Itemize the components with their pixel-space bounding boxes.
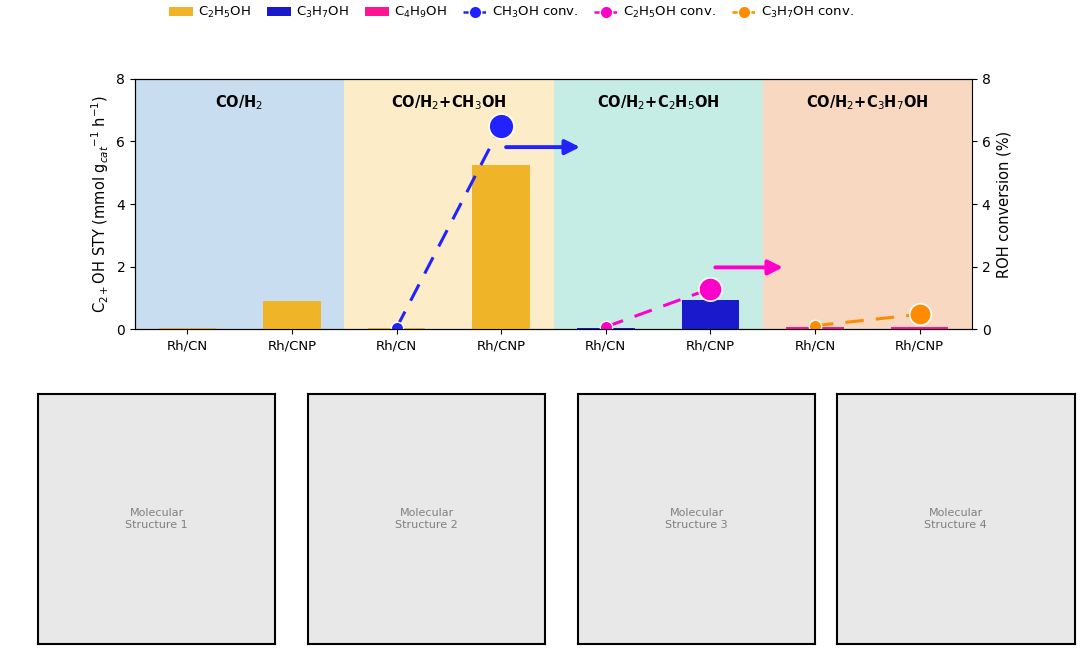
Point (807, 321, 824, 331)
Point (597, 322, 615, 332)
Text: CO/H$_2$: CO/H$_2$ (216, 93, 264, 112)
Text: CO/H$_2$+C$_2$H$_5$OH: CO/H$_2$+C$_2$H$_5$OH (597, 93, 719, 112)
Text: Molecular
Structure 4: Molecular Structure 4 (924, 509, 987, 530)
Text: CO/H$_2$+C$_3$H$_7$OH: CO/H$_2$+C$_3$H$_7$OH (806, 93, 929, 112)
Bar (891, 327, 948, 329)
Y-axis label: C$_{2+}$OH STY (mmol g$_{cat}$$^{-1}$ h$^{-1}$): C$_{2+}$OH STY (mmol g$_{cat}$$^{-1}$ h$… (90, 95, 111, 313)
Point (388, 323, 405, 333)
Text: Molecular
Structure 1: Molecular Structure 1 (125, 509, 188, 530)
Bar (762, 79, 972, 329)
Bar (135, 79, 345, 329)
Bar (577, 328, 635, 329)
Bar (159, 328, 216, 329)
Legend: C$_2$H$_5$OH, C$_3$H$_7$OH, C$_4$H$_9$OH, CH$_3$OH conv., C$_2$H$_5$OH conv., C$: C$_2$H$_5$OH, C$_3$H$_7$OH, C$_4$H$_9$OH… (170, 5, 854, 20)
Point (912, 309, 929, 319)
Bar (264, 301, 321, 329)
Text: Molecular
Structure 2: Molecular Structure 2 (395, 509, 458, 530)
Bar (368, 328, 426, 329)
Point (492, 121, 510, 131)
Y-axis label: ROH conversion (%): ROH conversion (%) (996, 131, 1011, 278)
Bar (345, 79, 554, 329)
Bar (681, 300, 739, 329)
Point (702, 283, 719, 294)
Bar (786, 327, 843, 329)
Text: Molecular
Structure 3: Molecular Structure 3 (665, 509, 728, 530)
Bar (472, 165, 530, 329)
Bar (554, 79, 762, 329)
Text: CO/H$_2$+CH$_3$OH: CO/H$_2$+CH$_3$OH (391, 93, 507, 112)
